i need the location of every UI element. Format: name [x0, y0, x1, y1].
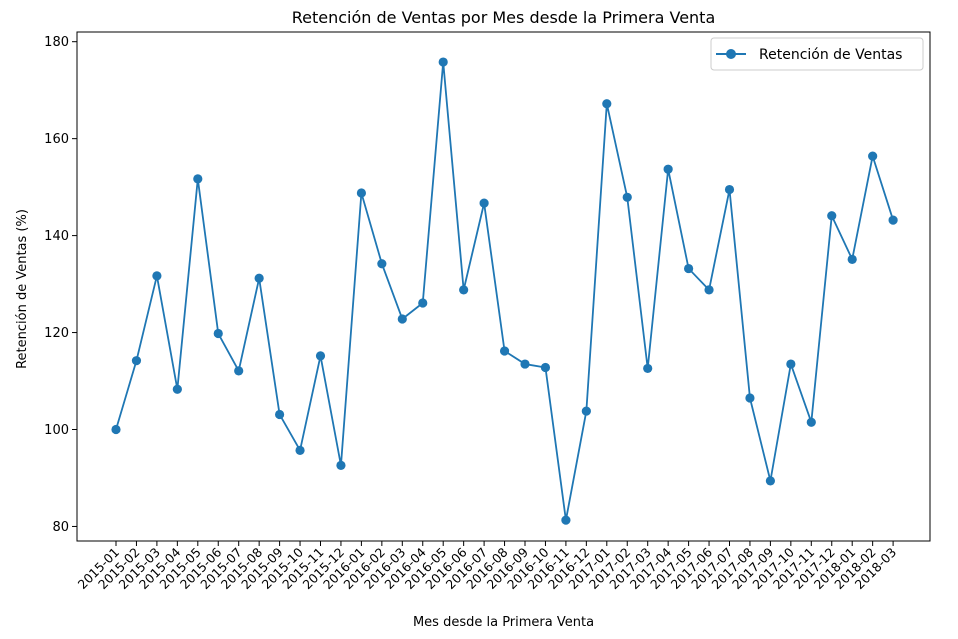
legend: Retención de Ventas — [710, 37, 924, 71]
data-point — [663, 164, 673, 174]
x-axis-label: Mes desde la Primera Venta — [413, 615, 594, 630]
data-point — [724, 184, 735, 195]
data-point — [111, 424, 121, 435]
data-point — [275, 409, 285, 420]
data-point — [786, 359, 796, 369]
legend-label: Retención de Ventas — [759, 47, 902, 63]
data-point — [172, 384, 182, 394]
data-point — [336, 460, 346, 470]
legend-box — [710, 37, 924, 71]
y-axis-label: Retención de Ventas (%) — [15, 209, 30, 369]
data-point — [704, 285, 714, 295]
data-point — [131, 356, 142, 366]
data-point — [561, 515, 571, 525]
y-tick-label: 120 — [44, 326, 69, 341]
data-point — [459, 285, 469, 295]
data-point — [622, 192, 632, 202]
y-tick-label: 80 — [52, 520, 69, 535]
data-point — [520, 359, 530, 369]
data-point — [213, 328, 223, 339]
series-line — [115, 61, 894, 522]
y-tick-label: 160 — [44, 132, 69, 147]
data-point — [847, 254, 857, 264]
y-tick-label: 140 — [44, 229, 69, 244]
data-point — [684, 263, 694, 274]
data-point — [643, 363, 653, 374]
data-point — [397, 314, 407, 324]
data-point — [499, 346, 510, 356]
data-point — [827, 211, 837, 221]
data-point — [234, 366, 244, 376]
chart-title: Retención de Ventas por Mes desde la Pri… — [292, 8, 716, 27]
data-point — [418, 298, 428, 308]
legend-marker-swatch — [726, 49, 736, 59]
data-point — [193, 174, 203, 184]
data-point — [765, 476, 776, 486]
data-point — [581, 406, 591, 416]
plot-area: 801001201401601802015-012015-022015-0320… — [44, 31, 931, 592]
y-tick-label: 100 — [44, 423, 69, 438]
plot-frame — [76, 31, 931, 542]
data-point — [540, 362, 551, 373]
data-point — [888, 215, 898, 225]
data-point — [602, 99, 612, 109]
data-point — [254, 273, 264, 283]
data-point — [806, 417, 816, 427]
y-tick-label: 180 — [44, 35, 69, 50]
data-point — [745, 393, 755, 403]
data-point — [152, 271, 162, 281]
data-point — [377, 259, 387, 269]
data-point — [315, 351, 326, 361]
data-point — [479, 198, 489, 208]
data-point — [356, 188, 366, 198]
data-point — [868, 151, 878, 161]
data-point — [295, 445, 305, 455]
data-point — [438, 57, 448, 67]
